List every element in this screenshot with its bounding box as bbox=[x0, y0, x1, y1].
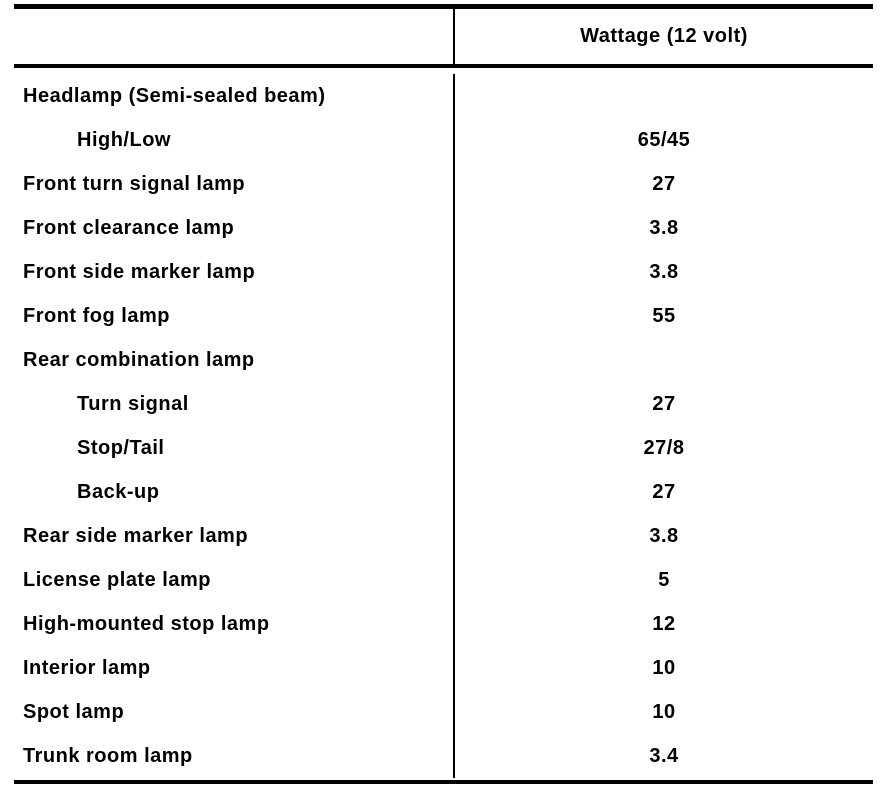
lamp-name-label: Spot lamp bbox=[23, 700, 125, 723]
table-row: Rear side marker lamp 3.8 bbox=[14, 514, 873, 558]
wattage-value: 3.4 bbox=[453, 734, 873, 778]
lamp-name-label: Interior lamp bbox=[23, 656, 151, 679]
wattage-value: 5 bbox=[453, 558, 873, 602]
lamp-name-label: Stop/Tail bbox=[77, 436, 165, 459]
header-empty-cell bbox=[14, 9, 453, 64]
wattage-column-header: Wattage (12 volt) bbox=[453, 9, 873, 64]
lamp-name-label: License plate lamp bbox=[23, 568, 211, 591]
table-row: Front fog lamp 55 bbox=[14, 294, 873, 338]
table-row: Spot lamp 10 bbox=[14, 690, 873, 734]
table-row: Trunk room lamp 3.4 bbox=[14, 734, 873, 778]
lamp-name-label: High-mounted stop lamp bbox=[23, 612, 270, 635]
wattage-value bbox=[453, 338, 873, 382]
lamp-name-label: Front side marker lamp bbox=[23, 260, 256, 283]
lamp-name-label: Front clearance lamp bbox=[23, 216, 235, 239]
table-row: Stop/Tail 27/8 bbox=[14, 426, 873, 470]
lamp-name-label: Rear side marker lamp bbox=[23, 524, 249, 547]
wattage-value: 65/45 bbox=[453, 118, 873, 162]
lamp-wattage-table: Wattage (12 volt) Headlamp (Semi-sealed … bbox=[14, 4, 873, 784]
table-row: Front side marker lamp 3.8 bbox=[14, 250, 873, 294]
table-row: Back-up 27 bbox=[14, 470, 873, 514]
table-row: Front turn signal lamp 27 bbox=[14, 162, 873, 206]
table-row: Rear combination lamp bbox=[14, 338, 873, 382]
wattage-value: 27 bbox=[453, 382, 873, 426]
table-row: High/Low 65/45 bbox=[14, 118, 873, 162]
table-row: License plate lamp 5 bbox=[14, 558, 873, 602]
wattage-value: 55 bbox=[453, 294, 873, 338]
wattage-value bbox=[453, 74, 873, 118]
wattage-value: 3.8 bbox=[453, 514, 873, 558]
wattage-value: 27 bbox=[453, 162, 873, 206]
table-body: Headlamp (Semi-sealed beam) High/Low 65/… bbox=[14, 68, 873, 780]
table-row: Front clearance lamp 3.8 bbox=[14, 206, 873, 250]
wattage-value: 10 bbox=[453, 690, 873, 734]
wattage-value: 3.8 bbox=[453, 250, 873, 294]
wattage-value: 3.8 bbox=[453, 206, 873, 250]
wattage-value: 12 bbox=[453, 602, 873, 646]
lamp-name-label: Trunk room lamp bbox=[23, 744, 193, 767]
lamp-name-label: Back-up bbox=[77, 480, 160, 503]
table-row: Interior lamp 10 bbox=[14, 646, 873, 690]
lamp-name-label: Headlamp (Semi-sealed beam) bbox=[23, 84, 326, 107]
table-row: Headlamp (Semi-sealed beam) bbox=[14, 74, 873, 118]
lamp-name-label: Rear combination lamp bbox=[23, 348, 255, 371]
wattage-value: 10 bbox=[453, 646, 873, 690]
lamp-name-label: High/Low bbox=[77, 128, 171, 151]
table-row: High-mounted stop lamp 12 bbox=[14, 602, 873, 646]
table-header-row: Wattage (12 volt) bbox=[14, 9, 873, 68]
lamp-name-label: Front turn signal lamp bbox=[23, 172, 246, 195]
lamp-name-label: Turn signal bbox=[77, 392, 189, 415]
wattage-value: 27 bbox=[453, 470, 873, 514]
table-row: Turn signal 27 bbox=[14, 382, 873, 426]
wattage-value: 27/8 bbox=[453, 426, 873, 470]
lamp-name-label: Front fog lamp bbox=[23, 304, 170, 327]
